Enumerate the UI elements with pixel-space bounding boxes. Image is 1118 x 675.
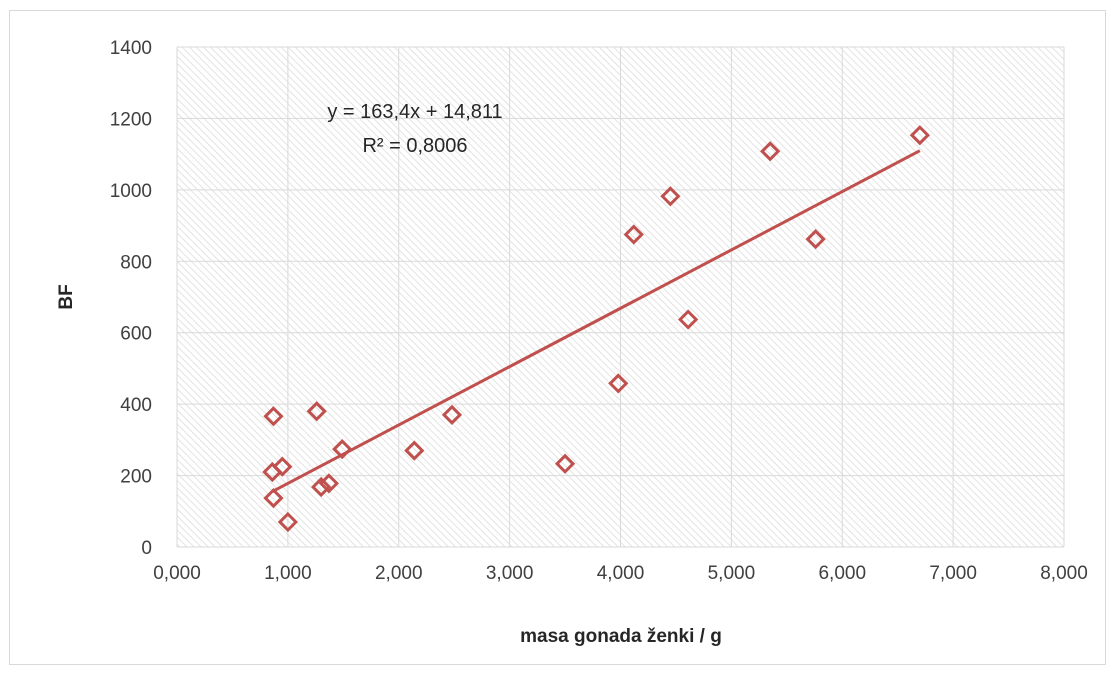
data-point <box>263 487 284 509</box>
y-tick-label: 1000 <box>110 181 152 202</box>
trendline-r-squared: R² = 0,8006 <box>362 135 467 157</box>
x-tick-label: 5,000 <box>708 563 756 584</box>
data-point <box>660 186 681 207</box>
y-tick-label: 800 <box>120 252 152 273</box>
trendline <box>271 149 921 493</box>
gridlines <box>176 46 1065 548</box>
data-point <box>805 229 826 250</box>
data-point <box>318 473 340 494</box>
data-point <box>760 141 781 162</box>
data-point <box>623 224 644 245</box>
data-point <box>277 511 298 533</box>
x-tick-label: 8,000 <box>1040 563 1088 584</box>
data-point <box>909 125 930 146</box>
trendline-equation: y = 163,4x + 14,811 <box>327 101 502 123</box>
y-axis-title: BF <box>56 284 77 309</box>
data-point <box>311 476 332 498</box>
x-tick-label: 7,000 <box>929 563 977 584</box>
data-point <box>272 456 293 477</box>
data-point <box>404 440 425 461</box>
y-tick-label: 0 <box>141 538 152 559</box>
y-tick-label: 200 <box>120 467 152 488</box>
data-point <box>441 404 463 425</box>
data-point <box>306 401 327 422</box>
x-tick-label: 2,000 <box>375 563 423 584</box>
y-tick-label: 1200 <box>110 109 152 130</box>
y-tick-label: 400 <box>120 395 152 416</box>
y-tick-label: 1400 <box>110 38 152 59</box>
data-point <box>608 373 629 394</box>
tick-labels: 0,000 1,000 2,000 3,000 4,000 5,000 6,000 7,000… <box>110 38 1088 584</box>
data-point <box>678 309 699 330</box>
x-tick-label: 1,000 <box>264 563 312 584</box>
data-point <box>554 453 576 474</box>
y-tick-label: 600 <box>120 324 152 345</box>
x-tick-label: 6,000 <box>818 563 866 584</box>
data-points <box>262 125 930 533</box>
x-tick-label: 4,000 <box>597 563 645 584</box>
x-axis-title: masa gonada ženki / g <box>520 626 722 647</box>
x-tick-label: 0,000 <box>153 563 201 584</box>
data-point <box>332 439 353 460</box>
x-tick-label: 3,000 <box>486 563 534 584</box>
data-point <box>263 406 284 427</box>
